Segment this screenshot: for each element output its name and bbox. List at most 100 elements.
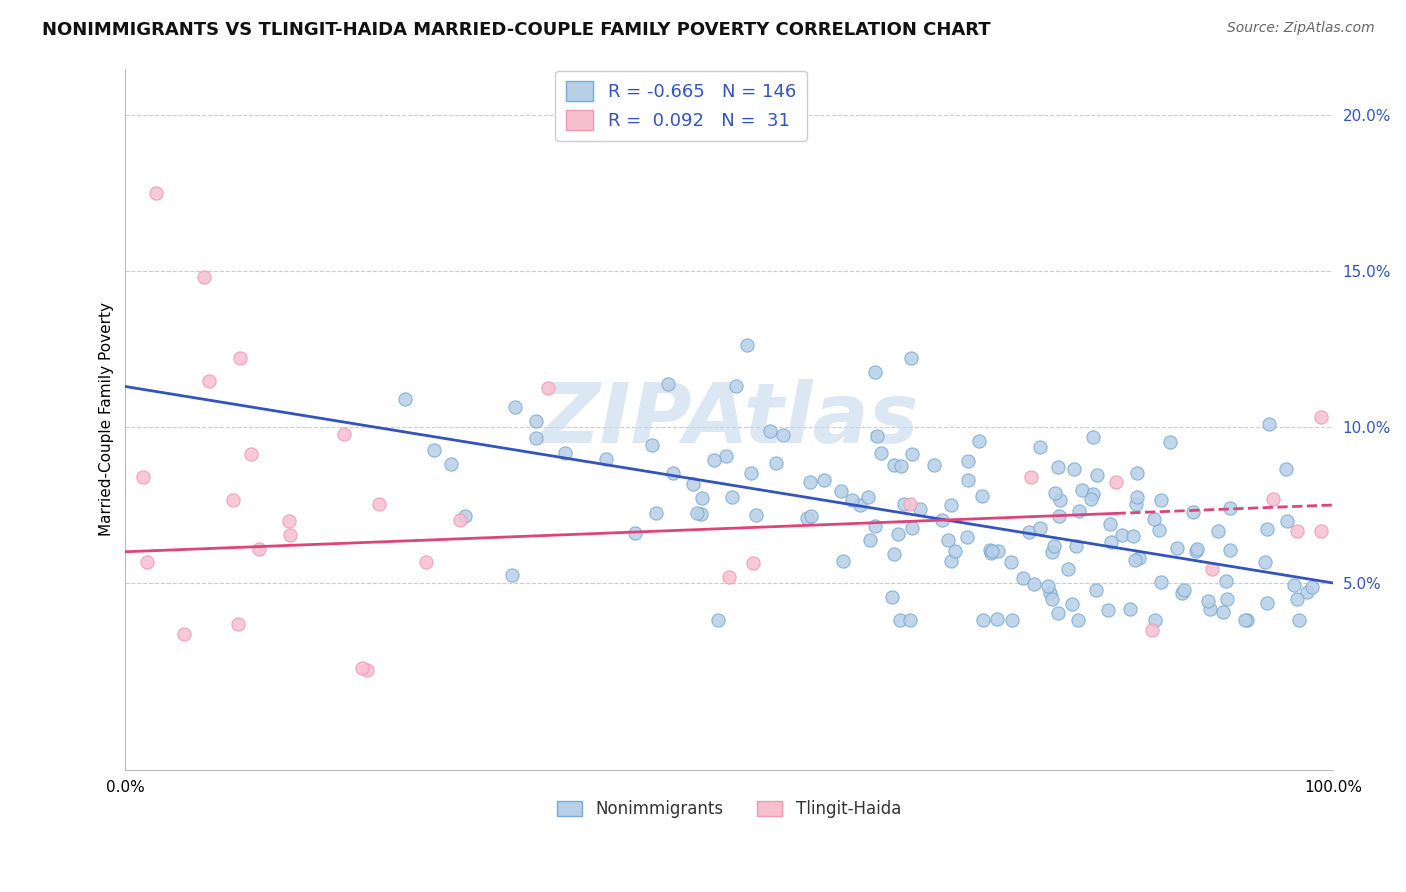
Point [1039,586,1062,600]
Point [1118,602,1140,616]
Point [1282,578,1305,592]
Point [972,613,994,627]
Point [883,458,905,473]
Point [832,554,855,568]
Point [1128,551,1150,566]
Point [524,431,547,445]
Point [1001,613,1024,627]
Point [980,544,1002,558]
Point [1219,543,1241,558]
Point [980,546,1002,560]
Point [226,617,249,632]
Point [686,506,709,520]
Point [333,427,356,442]
Point [841,493,863,508]
Point [1047,509,1070,524]
Point [986,612,1008,626]
Y-axis label: Married-Couple Family Poverty: Married-Couple Family Poverty [100,302,114,536]
Point [737,338,759,352]
Point [1256,596,1278,610]
Point [745,508,768,522]
Point [718,570,741,584]
Point [1064,539,1087,553]
Point [1149,575,1171,590]
Point [1309,409,1331,424]
Point [1083,430,1105,444]
Point [863,518,886,533]
Point [1098,517,1121,532]
Point [645,507,668,521]
Point [1063,461,1085,475]
Point [595,452,617,467]
Point [859,533,882,548]
Point [908,502,931,516]
Point [772,427,794,442]
Point [1040,545,1063,559]
Point [394,392,416,406]
Point [173,627,195,641]
Point [796,510,818,524]
Text: NONIMMIGRANTS VS TLINGIT-HAIDA MARRIED-COUPLE FAMILY POVERTY CORRELATION CHART: NONIMMIGRANTS VS TLINGIT-HAIDA MARRIED-C… [42,21,991,38]
Point [1043,539,1066,553]
Point [1022,577,1045,591]
Point [501,567,523,582]
Point [1143,511,1166,525]
Point [278,528,301,542]
Point [1085,467,1108,482]
Point [415,555,437,569]
Point [1275,514,1298,528]
Point [1056,561,1078,575]
Point [939,554,962,568]
Point [1150,493,1173,508]
Point [720,490,742,504]
Point [1011,571,1033,585]
Point [901,521,924,535]
Point [1301,580,1323,594]
Point [1219,501,1241,516]
Point [956,531,979,545]
Point [979,543,1001,558]
Point [1028,440,1050,454]
Point [368,497,391,511]
Point [972,489,994,503]
Point [742,556,765,570]
Point [1099,534,1122,549]
Point [1166,541,1188,555]
Point [1049,493,1071,508]
Point [1122,529,1144,543]
Point [714,449,737,463]
Point [1201,562,1223,576]
Point [1149,523,1171,537]
Legend: Nonimmigrants, Tlingit-Haida: Nonimmigrants, Tlingit-Haida [551,794,908,825]
Point [1000,555,1022,569]
Point [690,507,713,521]
Point [1309,524,1331,538]
Point [1140,623,1163,637]
Point [537,381,560,395]
Point [1197,593,1219,607]
Point [1285,524,1308,538]
Point [956,454,979,468]
Point [1111,528,1133,542]
Point [898,613,921,627]
Point [440,458,463,472]
Point [1215,591,1237,606]
Point [657,376,679,391]
Point [1144,613,1167,627]
Point [936,533,959,547]
Point [524,414,547,428]
Point [939,498,962,512]
Point [863,365,886,379]
Point [1062,597,1084,611]
Point [1036,579,1059,593]
Point [1067,504,1090,518]
Point [1285,592,1308,607]
Point [1185,541,1208,556]
Point [1126,490,1149,504]
Point [1066,613,1088,627]
Point [239,447,262,461]
Point [1104,475,1126,490]
Point [197,374,219,388]
Point [1181,505,1204,519]
Point [135,555,157,569]
